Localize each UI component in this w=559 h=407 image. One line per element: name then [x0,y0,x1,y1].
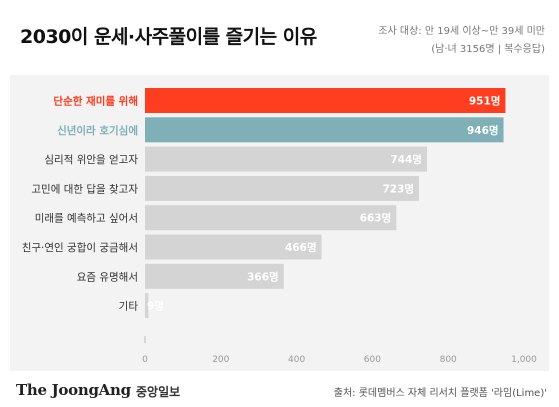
category-label-5: 친구·연인 궁합이 궁금해서 [22,241,138,254]
category-label-2: 심리적 위안을 얻고자 [44,153,138,166]
chart-title: 2030이 운세·사주풀이를 즐기는 이유 [20,26,317,48]
x-tick-label-1: 200 [212,355,229,365]
bar-4 [145,205,397,231]
x-tick-label-2: 400 [288,355,305,365]
bar-7 [145,293,149,319]
bar-3 [145,175,420,201]
value-label-1: 946명 [467,124,499,137]
category-label-6: 요즘 유명해서 [77,270,138,283]
value-label-0: 951명 [469,95,501,108]
bar-0 [145,88,506,113]
category-label-7: 기타 [119,301,139,313]
value-label-3: 723명 [382,182,414,195]
category-label-3: 고민에 대한 답을 찾고자 [31,183,138,195]
joongang-logo: The JoongAng [16,381,131,399]
survey-target-note: 조사 대상: 만 19세 이상~만 39세 미만 [378,26,545,37]
value-label-7: 9명 [147,300,164,313]
bar-5 [145,234,322,260]
category-label-1: 신년이라 호기심에 [57,124,138,137]
bar-6 [145,263,284,289]
bar-2 [145,146,427,172]
joongang-logo-korean: 중앙일보 [136,385,181,399]
data-source-note: 출처: 롯데멤버스 자체 리서치 플랫폼 '라임(Lime)' [333,388,547,399]
category-label-0: 단순한 재미를 위해 [53,95,138,108]
x-tick-label-5: 1,000 [511,355,537,365]
x-tick-label-0: 0 [142,355,148,365]
category-label-4: 미래를 예측하고 싶어서 [35,212,138,225]
survey-sample-note: (남·녀 3156명 | 복수응답) [431,44,545,55]
value-label-5: 466명 [285,241,317,254]
x-tick-label-4: 800 [440,355,457,365]
value-label-4: 663명 [360,212,392,225]
value-label-2: 744명 [390,153,422,166]
value-label-6: 366명 [247,270,279,283]
x-tick-label-3: 600 [364,355,381,365]
bar-1 [145,117,504,143]
